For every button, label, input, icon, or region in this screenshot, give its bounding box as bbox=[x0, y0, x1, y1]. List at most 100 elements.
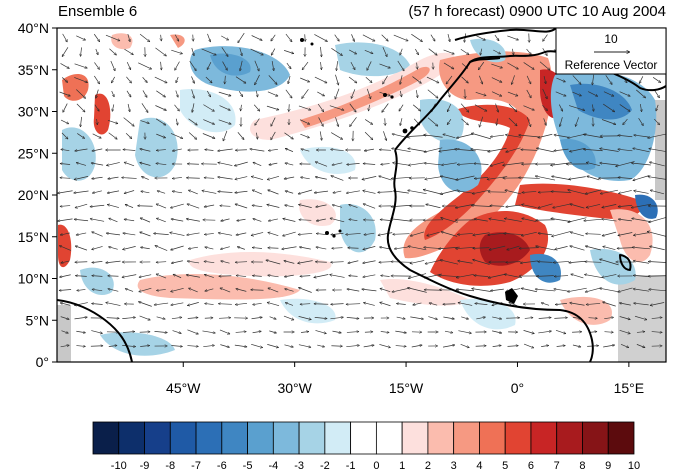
wind-vector bbox=[535, 289, 556, 292]
wind-vector bbox=[395, 330, 406, 333]
wind-vector bbox=[603, 345, 615, 348]
wind-vector bbox=[380, 219, 391, 220]
wind-vector bbox=[235, 190, 248, 193]
wind-vector bbox=[206, 90, 212, 97]
wind-vector bbox=[569, 303, 585, 306]
wind-vector bbox=[378, 232, 393, 236]
wind-vector bbox=[523, 105, 534, 111]
wind-vector bbox=[648, 276, 666, 277]
wind-vector bbox=[647, 133, 666, 138]
wind-vector bbox=[538, 318, 552, 319]
wind-vector bbox=[425, 176, 442, 180]
wind-vector bbox=[76, 163, 87, 166]
wind-vector bbox=[411, 33, 422, 42]
wind-vector bbox=[619, 303, 631, 306]
colorbar-swatch bbox=[479, 421, 506, 455]
wind-vector bbox=[170, 245, 184, 250]
island bbox=[402, 128, 408, 134]
wind-vector bbox=[492, 330, 502, 333]
wind-vector bbox=[507, 62, 518, 70]
wind-vector bbox=[603, 91, 614, 97]
wind-vector bbox=[541, 303, 550, 306]
wind-vector bbox=[122, 246, 136, 249]
wind-vector bbox=[60, 345, 70, 348]
wind-vector bbox=[76, 346, 85, 347]
wind-vector bbox=[526, 117, 531, 127]
wind-vector bbox=[363, 274, 376, 277]
wind-vector bbox=[444, 330, 453, 333]
wind-vector bbox=[140, 149, 151, 152]
wind-vector bbox=[380, 302, 391, 307]
wind-vector bbox=[126, 76, 131, 83]
wind-vector bbox=[425, 259, 442, 264]
wind-vector bbox=[543, 118, 547, 125]
wind-vector bbox=[572, 344, 581, 347]
wind-vector bbox=[398, 104, 404, 112]
wind-vector bbox=[440, 189, 459, 194]
wind-vector bbox=[93, 33, 100, 42]
wind-vector bbox=[127, 103, 130, 112]
wind-vector bbox=[506, 318, 520, 319]
wind-vector bbox=[505, 147, 521, 152]
wind-vector bbox=[491, 77, 502, 83]
wind-vector bbox=[634, 315, 647, 320]
wind-vector bbox=[252, 190, 263, 195]
wind-vector bbox=[554, 289, 569, 292]
wind-vector bbox=[346, 163, 360, 164]
colorbar-swatch bbox=[272, 421, 300, 455]
wind-vector bbox=[364, 119, 373, 125]
wind-vector bbox=[92, 133, 102, 139]
wind-vector bbox=[285, 303, 294, 306]
wind-vector bbox=[236, 218, 246, 221]
wind-vector bbox=[427, 89, 438, 99]
wind-vector bbox=[602, 204, 617, 207]
wind-vector bbox=[91, 232, 103, 237]
wind-vector bbox=[654, 89, 660, 98]
wind-vector bbox=[461, 118, 468, 125]
wind-vector bbox=[351, 34, 354, 41]
wind-vector bbox=[238, 91, 244, 97]
colorbar-swatch bbox=[298, 421, 326, 455]
wind-vector bbox=[61, 47, 69, 56]
wind-vector bbox=[90, 204, 105, 206]
wind-vector bbox=[461, 76, 469, 83]
wind-vector bbox=[524, 318, 533, 319]
wind-vector bbox=[385, 118, 386, 125]
wind-vector bbox=[187, 302, 199, 305]
wind-vector bbox=[314, 76, 327, 84]
anomaly-positive bbox=[403, 51, 553, 259]
wind-vector bbox=[270, 117, 276, 127]
wind-vector bbox=[584, 218, 603, 221]
wind-vector bbox=[440, 176, 458, 181]
wind-vector bbox=[171, 302, 184, 305]
wind-vector bbox=[76, 89, 85, 98]
wind-vector bbox=[241, 104, 242, 111]
wind-vector bbox=[106, 233, 121, 236]
wind-vector bbox=[542, 88, 548, 99]
wind-vector bbox=[202, 330, 215, 333]
lat-tick-label: 10°N bbox=[18, 271, 49, 287]
wind-vector bbox=[331, 232, 344, 234]
wind-vector bbox=[475, 303, 488, 304]
wind-vector bbox=[520, 260, 538, 263]
wind-vector bbox=[351, 89, 356, 98]
wind-vector bbox=[536, 276, 554, 277]
wind-vector bbox=[603, 246, 616, 251]
wind-vector bbox=[457, 163, 473, 164]
wind-vector bbox=[284, 261, 295, 264]
wind-vector bbox=[554, 246, 568, 249]
colorbar-tick-label: -9 bbox=[140, 460, 150, 471]
wind-vector bbox=[267, 275, 279, 278]
wind-vector bbox=[123, 332, 135, 333]
wind-vector bbox=[471, 289, 491, 292]
wind-vector bbox=[156, 90, 165, 97]
wind-vector bbox=[176, 76, 179, 83]
wind-vector bbox=[503, 233, 523, 234]
wind-vector bbox=[192, 103, 195, 112]
wind-vector bbox=[271, 34, 276, 41]
wind-vector bbox=[201, 48, 217, 55]
colorbar-tick-label: 3 bbox=[451, 460, 457, 471]
lon-tick-label: 15°E bbox=[614, 380, 645, 396]
wind-vector bbox=[496, 118, 497, 126]
wind-vector bbox=[537, 262, 553, 263]
